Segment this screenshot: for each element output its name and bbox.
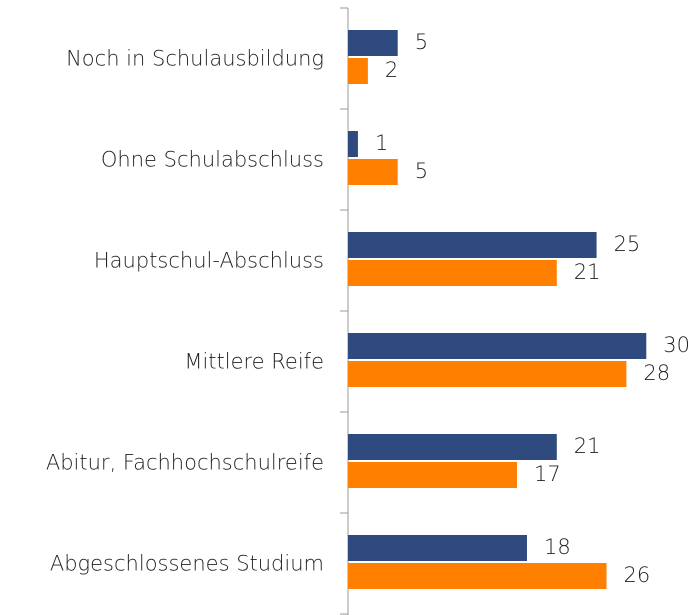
- bar: [348, 30, 398, 56]
- bar: [348, 333, 647, 359]
- value-label: 30: [663, 333, 690, 357]
- value-label: 1: [375, 131, 388, 155]
- value-label: 17: [534, 462, 561, 486]
- bar: [348, 58, 368, 84]
- value-label: 25: [614, 232, 641, 256]
- bar: [348, 361, 627, 387]
- value-label: 26: [624, 563, 651, 587]
- bar: [348, 462, 518, 488]
- category-label: Abitur, Fachhochschulreife: [46, 451, 324, 475]
- value-label: 21: [574, 434, 601, 458]
- value-label: 2: [385, 58, 398, 82]
- bar: [348, 131, 358, 157]
- bar: [348, 232, 597, 258]
- category-label: Hauptschul-Abschluss: [94, 249, 324, 273]
- bar: [348, 535, 527, 561]
- category-label: Ohne Schulabschluss: [101, 148, 324, 172]
- category-label: Abgeschlossenes Studium: [50, 552, 324, 576]
- bar: [348, 260, 557, 286]
- value-label: 18: [544, 535, 571, 559]
- value-label: 21: [574, 260, 601, 284]
- value-label: 5: [415, 30, 428, 54]
- value-label: 5: [415, 159, 428, 183]
- value-label: 28: [643, 361, 670, 385]
- bar: [348, 434, 557, 460]
- category-label: Mittlere Reife: [184, 350, 324, 374]
- category-label: Noch in Schulausbildung: [66, 47, 324, 71]
- bar: [348, 159, 398, 185]
- bar: [348, 563, 607, 589]
